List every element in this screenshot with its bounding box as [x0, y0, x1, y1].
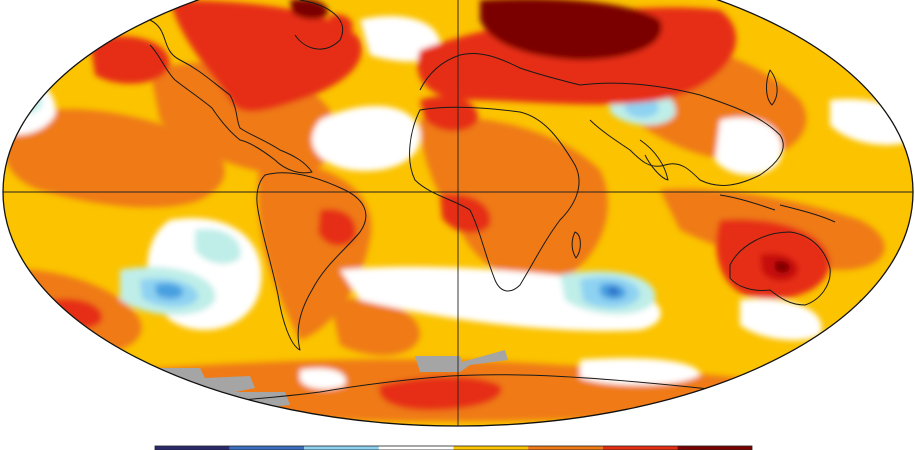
- australia-coast: [729, 231, 831, 306]
- legend-swatch: [378, 446, 454, 450]
- neutral-region: [740, 299, 822, 341]
- hot-region: [170, 0, 362, 112]
- madagascar-coast: [571, 231, 581, 259]
- japan-coast: [766, 69, 778, 106]
- extreme-region: [290, 0, 329, 19]
- south-america-coast: [256, 172, 367, 351]
- hot-region: [379, 376, 502, 411]
- greenland-coast: [294, 0, 343, 50]
- legend-swatch: [602, 446, 678, 450]
- warm-region: [3, 109, 225, 208]
- cold-deep-region: [608, 286, 620, 296]
- legend-swatch: [229, 446, 305, 450]
- legend-border: [154, 445, 753, 450]
- warm-region: [420, 117, 608, 283]
- asia-coast: [579, 82, 784, 186]
- legend-swatch: [528, 446, 603, 450]
- legend-swatch: [677, 446, 752, 450]
- north-america-coast: [149, 19, 313, 174]
- cold-region: [155, 283, 184, 299]
- warm-region: [258, 160, 372, 340]
- coastlines: [139, 0, 867, 411]
- cool-light-region: [195, 229, 241, 264]
- hot-region: [440, 194, 491, 234]
- neutral-region: [715, 117, 782, 175]
- hot-region: [330, 14, 353, 35]
- cool-light-region: [5, 83, 43, 115]
- extreme-region: [480, 0, 662, 60]
- legend-swatch: [304, 446, 379, 450]
- neutral-region: [580, 358, 700, 386]
- india-coast: [639, 139, 669, 181]
- extreme-region: [775, 260, 791, 273]
- neutral-region: [311, 106, 421, 171]
- color-legend: [154, 445, 753, 450]
- indonesia-coast: [719, 194, 836, 223]
- hot-region: [420, 96, 479, 132]
- no-data-patch: [415, 350, 508, 372]
- europe-coast: [419, 52, 581, 91]
- legend-swatch: [155, 446, 230, 450]
- neutral-region: [300, 368, 346, 390]
- warm-region: [330, 299, 420, 356]
- hot-region: [318, 209, 356, 246]
- africa-coast: [409, 106, 580, 292]
- globe-outline: [2, 0, 914, 427]
- hot-region: [90, 36, 170, 84]
- legend-swatch: [453, 446, 529, 450]
